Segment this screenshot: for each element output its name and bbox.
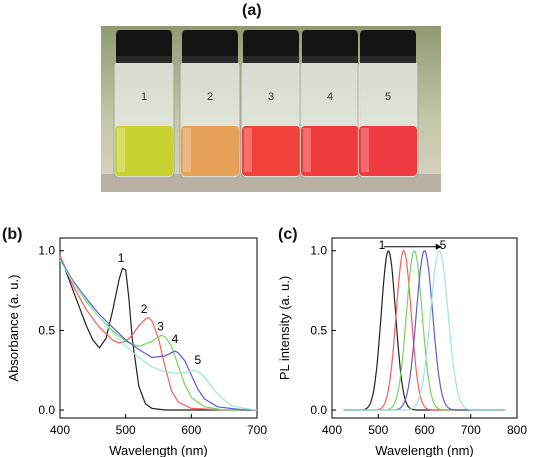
series-line-4 — [343, 250, 506, 411]
panel-label-b: (b) — [2, 226, 23, 243]
x-axis-label: Wavelength (nm) — [375, 443, 474, 457]
y-axis-label: PL intensity (a. u.) — [277, 276, 292, 380]
x-axis-label: Wavelength (nm) — [109, 443, 208, 457]
vial-cap-rim — [116, 56, 172, 63]
x-tick-label: 400 — [50, 423, 70, 437]
series-line-3 — [343, 250, 506, 411]
vial-liquid — [115, 126, 173, 176]
vial-highlight — [303, 128, 311, 172]
x-tick-label: 600 — [181, 423, 201, 437]
series-line-1 — [343, 250, 506, 411]
vial-highlight — [361, 128, 369, 172]
x-tick-label: 500 — [368, 423, 388, 437]
series-line-4 — [59, 258, 257, 411]
vial-cap-rim — [302, 56, 358, 63]
x-tick-label: 500 — [116, 423, 136, 437]
vial-liquid — [301, 126, 359, 176]
vial-cap — [182, 30, 238, 62]
y-axis-label: Absorbance (a. u.) — [6, 275, 21, 382]
vial-1: 1 — [113, 30, 175, 179]
vial-liquid — [181, 126, 239, 176]
vial-label: 1 — [141, 91, 147, 103]
vial-highlight — [117, 128, 125, 172]
x-tick-label: 400 — [322, 423, 342, 437]
series-line-5 — [59, 259, 258, 411]
vial-cap — [116, 30, 172, 62]
vial-cap — [302, 30, 358, 62]
vial-cap-rim — [243, 56, 299, 63]
vials-photo: 1 2 3 4 5 — [101, 26, 441, 192]
curve-annotation: 5 — [440, 238, 447, 252]
series-line-2 — [343, 249, 506, 411]
x-tick-label: 700 — [461, 423, 481, 437]
curve-annotation: 2 — [141, 302, 148, 316]
plot-frame — [59, 237, 258, 419]
y-tick-label: 1.0 — [310, 244, 327, 258]
vial-cap-rim — [360, 56, 416, 63]
vial-4: 4 — [299, 30, 361, 179]
shift-arrow-head — [435, 243, 442, 250]
curve-annotation: 1 — [379, 238, 386, 252]
vial-label: 2 — [207, 91, 213, 103]
panel-label-a: (a) — [242, 2, 262, 19]
vial-liquid — [359, 126, 417, 176]
curve-annotation: 4 — [172, 332, 179, 346]
vial-liquid — [242, 126, 300, 176]
y-tick-label: 0.5 — [38, 323, 55, 337]
y-tick-label: 0.0 — [38, 403, 55, 417]
curve-annotation: 5 — [195, 353, 202, 367]
x-tick-label: 800 — [507, 423, 527, 437]
absorbance-chart: 400 500 600 700 0.0 0.5 1.0 Wavelength (nm) Abso… — [6, 237, 267, 457]
series-line-2 — [59, 255, 257, 411]
vial-cap-rim — [182, 56, 238, 63]
vial-2: 2 — [179, 30, 241, 179]
y-tick-label: 1.0 — [38, 244, 55, 258]
vial-3: 3 — [240, 30, 302, 179]
vial-cap — [243, 30, 299, 62]
x-tick-label: 700 — [247, 423, 267, 437]
curve-annotation: 1 — [118, 251, 125, 265]
panel-label-c: (c) — [278, 226, 298, 243]
series-line-1 — [59, 255, 257, 411]
x-tick-label: 600 — [414, 423, 434, 437]
y-tick-label: 0.0 — [310, 403, 327, 417]
vial-5: 5 — [357, 30, 419, 179]
y-tick-label: 0.5 — [310, 323, 327, 337]
vial-highlight — [183, 128, 191, 172]
plot-frame — [331, 237, 518, 419]
curve-annotation: 3 — [157, 319, 164, 333]
pl-chart: 400 500 600 700 800 0.0 0.5 1.0 Wavelength (nm) P… — [277, 237, 527, 457]
vial-cap — [360, 30, 416, 62]
vial-highlight — [244, 128, 252, 172]
vial-label: 3 — [268, 91, 274, 103]
series-line-5 — [343, 250, 506, 411]
vial-label: 5 — [385, 91, 391, 103]
vial-label: 4 — [327, 91, 333, 103]
